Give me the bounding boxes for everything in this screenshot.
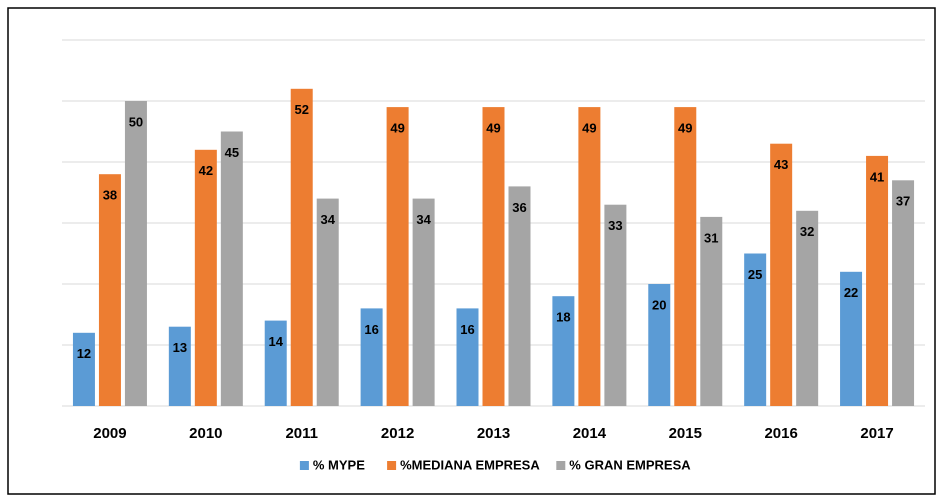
data-label: 14 (268, 334, 283, 349)
data-label: 22 (844, 285, 858, 300)
bar (264, 320, 287, 406)
bar (386, 107, 409, 406)
bar (892, 180, 915, 406)
data-label: 37 (896, 194, 910, 209)
bar (72, 332, 95, 406)
data-label: 49 (582, 121, 596, 136)
x-tick-label: 2014 (573, 425, 607, 442)
bar (124, 101, 147, 406)
bar (744, 253, 767, 406)
bar (290, 88, 313, 407)
bar (412, 198, 435, 406)
bar (456, 308, 479, 406)
data-label: 16 (460, 322, 474, 337)
chart-frame (7, 7, 936, 495)
data-label: 32 (800, 224, 814, 239)
data-label: 42 (199, 163, 213, 178)
bar (508, 186, 531, 406)
x-tick-label: 2013 (477, 425, 510, 442)
bar (604, 204, 627, 406)
x-tick-label: 2011 (285, 425, 318, 442)
legend-swatch (299, 461, 309, 470)
data-label: 20 (652, 297, 666, 312)
bar (360, 308, 383, 406)
bar (674, 107, 697, 406)
legend-label: %MEDIANA EMPRESA (400, 457, 540, 472)
bar (770, 143, 793, 406)
bar (866, 155, 889, 406)
data-label: 12 (77, 346, 91, 361)
bar (552, 296, 575, 406)
x-tick-label: 2016 (764, 425, 797, 442)
data-label: 25 (748, 267, 762, 282)
data-label: 49 (678, 121, 692, 136)
legend-label: % GRAN EMPRESA (569, 457, 691, 472)
x-tick-label: 2009 (93, 425, 126, 442)
data-label: 33 (608, 218, 622, 233)
bar (796, 210, 819, 406)
legend-swatch (387, 461, 397, 470)
x-tick-label: 2010 (189, 425, 222, 442)
data-label: 49 (486, 121, 500, 136)
data-label: 34 (320, 212, 335, 227)
data-label: 36 (512, 200, 526, 215)
data-label: 16 (364, 322, 378, 337)
legend-label: % MYPE (313, 457, 365, 472)
bar (194, 149, 217, 407)
data-label: 52 (294, 102, 308, 117)
data-label: 38 (103, 188, 117, 203)
bar (840, 271, 863, 406)
data-label: 13 (173, 340, 187, 355)
legend-swatch (556, 461, 566, 470)
bar (168, 326, 191, 406)
x-tick-label: 2015 (669, 425, 702, 442)
data-label: 49 (390, 121, 404, 136)
bar (98, 174, 121, 406)
data-label: 18 (556, 310, 570, 325)
data-label: 41 (870, 169, 884, 184)
x-tick-label: 2012 (381, 425, 414, 442)
data-label: 43 (774, 157, 788, 172)
data-label: 50 (129, 114, 143, 129)
bar (220, 131, 243, 406)
data-label: 45 (225, 145, 239, 160)
data-label: 31 (704, 230, 718, 245)
bar (648, 284, 671, 406)
bar (316, 198, 339, 406)
data-label: 34 (416, 212, 431, 227)
bar (482, 107, 505, 406)
x-tick-label: 2017 (860, 425, 893, 442)
bar (700, 216, 723, 406)
bar (578, 107, 601, 406)
